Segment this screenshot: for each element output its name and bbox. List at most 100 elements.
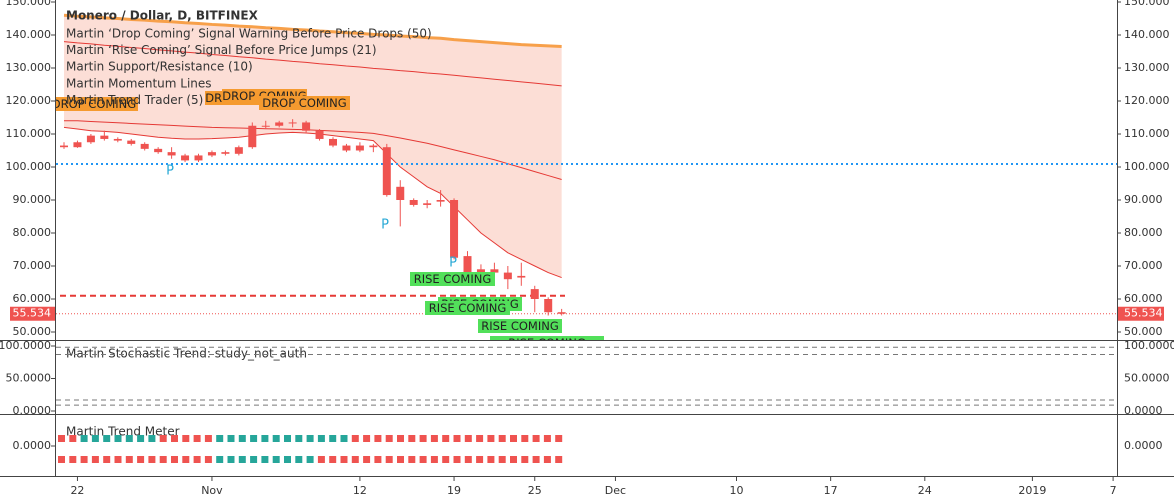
- y-tick-label: 140.000: [6, 28, 52, 41]
- candle-body: [73, 142, 82, 148]
- meter-square: [317, 435, 325, 442]
- meter-square: [227, 456, 235, 463]
- meter-square: [171, 435, 178, 442]
- y-tick-label: 120.000: [1124, 94, 1170, 107]
- meter-square: [532, 456, 540, 463]
- meter-square: [476, 435, 484, 442]
- meter-square: [238, 435, 246, 442]
- meter-square: [453, 456, 461, 463]
- meter-square: [510, 435, 517, 442]
- meter-square: [114, 456, 122, 463]
- meter-square: [340, 435, 348, 442]
- meter-square: [442, 435, 450, 442]
- meter-square: [227, 435, 235, 442]
- signal-label: RISE COMING: [414, 272, 492, 286]
- legend-item: Martin Momentum Lines: [66, 76, 212, 90]
- meter-square: [193, 456, 201, 463]
- x-tick-label: Dec: [605, 484, 626, 497]
- y-tick-label: 110.000: [6, 127, 52, 140]
- y-tick-label: 140.000: [1124, 28, 1170, 41]
- candle-body: [315, 130, 324, 139]
- candle-body: [181, 155, 190, 161]
- meter-square: [374, 435, 382, 442]
- candle-body: [261, 125, 270, 127]
- meter-square: [363, 435, 371, 442]
- meter-square: [363, 456, 371, 463]
- meter-square: [464, 435, 472, 442]
- y-tick-label: 80.000: [1124, 226, 1163, 239]
- signal-label: RISE COMING: [429, 301, 507, 315]
- meter-square: [306, 435, 314, 442]
- signal-label: DROP COMING: [52, 97, 136, 111]
- meter-square: [397, 456, 404, 463]
- meter-square: [272, 456, 280, 463]
- meter-square: [555, 456, 563, 463]
- y-tick-label: 0.0000: [13, 439, 52, 452]
- meter-square: [487, 456, 495, 463]
- candle-body: [342, 145, 351, 151]
- meter-square: [69, 435, 77, 442]
- candle-body: [490, 269, 499, 273]
- y-tick-label: 50.0000: [6, 372, 52, 385]
- candle-body: [530, 289, 539, 299]
- candle-body: [355, 145, 364, 151]
- meter-square: [250, 435, 258, 442]
- x-tick-label: 24: [918, 484, 932, 497]
- meter-square: [408, 456, 416, 463]
- candle-body: [127, 140, 136, 144]
- meter-square: [114, 435, 122, 442]
- meter-square: [91, 435, 99, 442]
- y-tick-label: 0.0000: [13, 404, 52, 417]
- x-tick-label: 2019: [1018, 484, 1046, 497]
- signal-label: RISE COMING: [508, 336, 586, 350]
- meter-square: [137, 456, 145, 463]
- y-tick-label: 80.000: [13, 226, 52, 239]
- y-tick-label: 70.000: [1124, 259, 1163, 272]
- x-tick-label: 10: [730, 484, 744, 497]
- y-tick-label: 100.000: [6, 160, 52, 173]
- candle-body: [450, 200, 459, 258]
- meter-square: [374, 456, 382, 463]
- price-tag: [1118, 306, 1164, 321]
- signal-label: P: [449, 256, 457, 271]
- candle-body: [476, 269, 485, 273]
- ribbon-line: [63, 41, 562, 87]
- candle-body: [369, 145, 378, 148]
- x-tick-label: 7: [1110, 484, 1117, 497]
- signal-box: [425, 301, 510, 315]
- meter-square: [261, 456, 269, 463]
- meter-square: [306, 456, 314, 463]
- meter-square: [408, 435, 416, 442]
- y-tick-label: 50.000: [1124, 325, 1163, 338]
- y-tick-label: 110.000: [1124, 127, 1170, 140]
- y-tick-label: 130.000: [1124, 61, 1170, 74]
- meter-square: [295, 435, 303, 442]
- candle-body: [382, 147, 391, 196]
- legend-item: Martin ‘Drop Coming’ Signal Warning Befo…: [66, 27, 432, 41]
- candle-body: [113, 138, 122, 141]
- meter-square: [329, 435, 337, 442]
- y-tick-label: 0.0000: [1124, 404, 1163, 417]
- meter-square: [193, 435, 201, 442]
- signal-label: RISE COMING: [481, 319, 559, 333]
- signal-box: [478, 319, 562, 333]
- chart-title: Monero / Dollar, D, BITFINEX: [66, 9, 259, 23]
- ribbon-fill: [64, 15, 562, 278]
- meter-square: [137, 435, 145, 442]
- candle-body: [207, 152, 216, 156]
- candle-body: [275, 122, 284, 126]
- ribbon-line: [63, 13, 562, 49]
- candle-body: [100, 135, 109, 139]
- signal-label: P: [381, 218, 389, 233]
- y-tick-label: 150.000: [6, 0, 52, 8]
- ribbon-line: [64, 120, 562, 181]
- candle-body: [517, 275, 526, 278]
- meter-square: [148, 435, 156, 442]
- candle-body: [503, 272, 512, 280]
- meter-square: [284, 435, 291, 442]
- ribbon-line: [63, 126, 562, 279]
- meter-square: [80, 435, 88, 442]
- candle-body: [194, 155, 203, 161]
